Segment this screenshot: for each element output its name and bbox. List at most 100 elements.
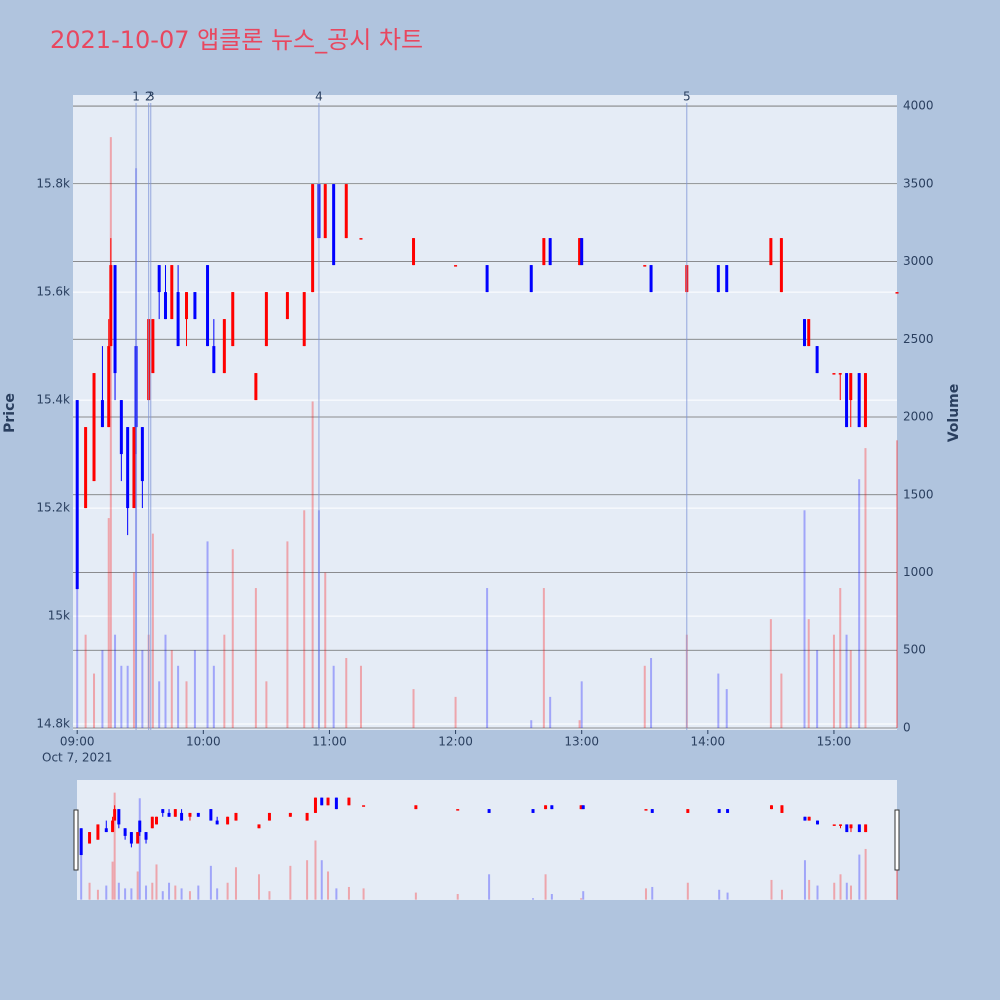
mini-candle-body bbox=[579, 805, 583, 810]
y2-tick-label: 1500 bbox=[903, 487, 934, 501]
candle-body bbox=[845, 373, 849, 428]
x-date-label: Oct 7, 2021 bbox=[42, 751, 112, 765]
candle-body bbox=[849, 373, 853, 401]
candle-body bbox=[193, 292, 197, 320]
candle-body bbox=[412, 238, 416, 266]
mini-volume-bar bbox=[105, 885, 108, 900]
volume-bar bbox=[193, 650, 196, 728]
mini-volume-bar bbox=[155, 864, 158, 900]
mini-candle-body bbox=[161, 809, 165, 813]
annotation-label: 3 bbox=[147, 90, 155, 104]
candle-body bbox=[302, 292, 306, 347]
mini-volume-bar bbox=[816, 885, 819, 900]
mini-candle-body bbox=[644, 809, 648, 811]
x-tick-label: 15:00 bbox=[817, 735, 852, 749]
volume-bar bbox=[212, 665, 215, 728]
mini-candle-body bbox=[320, 797, 324, 806]
candle-body bbox=[323, 184, 327, 239]
candle-body bbox=[119, 400, 123, 455]
mini-volume-bar bbox=[858, 854, 861, 900]
x-tick-label: 12:00 bbox=[438, 735, 473, 749]
mini-candle-body bbox=[234, 812, 238, 821]
annotation-label: 4 bbox=[315, 90, 323, 104]
mini-volume-bar bbox=[896, 847, 898, 900]
volume-bar bbox=[650, 658, 653, 728]
y-tick-label: 14.8k bbox=[36, 717, 70, 731]
volume-bar bbox=[206, 541, 209, 728]
candle-body bbox=[176, 292, 180, 347]
candle-body bbox=[643, 265, 647, 267]
mini-volume-bar bbox=[174, 885, 177, 900]
range-slider[interactable] bbox=[77, 780, 897, 900]
volume-bar bbox=[643, 665, 646, 728]
volume-bar bbox=[858, 479, 861, 728]
volume-bar bbox=[303, 510, 306, 728]
mini-volume-bar bbox=[226, 882, 229, 900]
mini-candle-body bbox=[117, 809, 121, 825]
volume-bar bbox=[359, 665, 362, 728]
candle-body bbox=[807, 319, 811, 347]
mini-volume-bar bbox=[644, 888, 647, 900]
volume-bar bbox=[717, 673, 720, 728]
candle-body bbox=[548, 238, 552, 266]
y2-tick-label: 2500 bbox=[903, 332, 934, 346]
volume-bar bbox=[158, 681, 161, 728]
mini-volume-bar bbox=[833, 882, 836, 900]
chart-title: 2021-10-07 앱클론 뉴스_공시 차트 bbox=[50, 26, 423, 54]
candle-body bbox=[857, 373, 861, 428]
volume-bar bbox=[769, 619, 772, 728]
range-handle-left[interactable] bbox=[73, 809, 79, 871]
volume-bar bbox=[803, 510, 806, 728]
volume-bar bbox=[864, 448, 867, 728]
mini-candle-body bbox=[305, 812, 309, 821]
candle-body bbox=[185, 292, 189, 320]
mini-volume-bar bbox=[770, 879, 773, 900]
volume-bar bbox=[286, 541, 289, 728]
candle-body bbox=[454, 265, 458, 267]
volume-bar bbox=[311, 401, 314, 728]
mini-volume-bar bbox=[289, 865, 292, 900]
volume-bar bbox=[580, 681, 583, 728]
y-tick-label: 15.4k bbox=[36, 393, 70, 407]
mini-volume-bar bbox=[88, 882, 91, 900]
volume-bar bbox=[412, 689, 415, 728]
mini-candle-body bbox=[487, 809, 491, 813]
mini-candle-body bbox=[807, 816, 811, 821]
mini-volume-bar bbox=[188, 891, 191, 900]
volume-bar bbox=[332, 665, 335, 728]
mini-candle-body bbox=[717, 809, 721, 813]
candle-body bbox=[157, 265, 161, 293]
y-tick-label: 15.2k bbox=[36, 501, 70, 515]
volume-bar bbox=[93, 673, 96, 728]
mini-candle-body bbox=[104, 828, 108, 833]
mini-volume-bar bbox=[197, 885, 200, 900]
volume-bar bbox=[141, 650, 144, 728]
volume-bar bbox=[896, 440, 898, 728]
mini-candle-body bbox=[832, 824, 836, 826]
mini-candle-body bbox=[769, 805, 773, 810]
mini-volume-bar bbox=[651, 886, 654, 900]
candle-body bbox=[75, 400, 79, 590]
y2-tick-label: 500 bbox=[903, 643, 926, 657]
mini-volume-bar bbox=[347, 886, 350, 900]
range-handle-right[interactable] bbox=[894, 809, 900, 871]
volume-bar bbox=[126, 665, 129, 728]
volume-bar bbox=[254, 588, 257, 728]
mini-candle-body bbox=[209, 809, 213, 821]
mini-volume-bar bbox=[306, 860, 309, 900]
candle-body bbox=[100, 400, 104, 428]
mini-volume-bar bbox=[209, 865, 212, 900]
mini-volume-bar bbox=[268, 891, 271, 900]
volume-bar bbox=[84, 634, 87, 728]
volume-bar bbox=[107, 518, 110, 728]
mini-volume-bar bbox=[145, 885, 148, 900]
mini-volume-bar bbox=[180, 888, 183, 900]
y2-tick-label: 3000 bbox=[903, 254, 934, 268]
volume-bar bbox=[849, 650, 852, 728]
volume-bar bbox=[578, 720, 581, 728]
mini-volume-bar bbox=[488, 874, 491, 900]
candle-body bbox=[84, 427, 88, 509]
mini-candle-body bbox=[456, 809, 460, 811]
plot-area bbox=[73, 95, 897, 730]
